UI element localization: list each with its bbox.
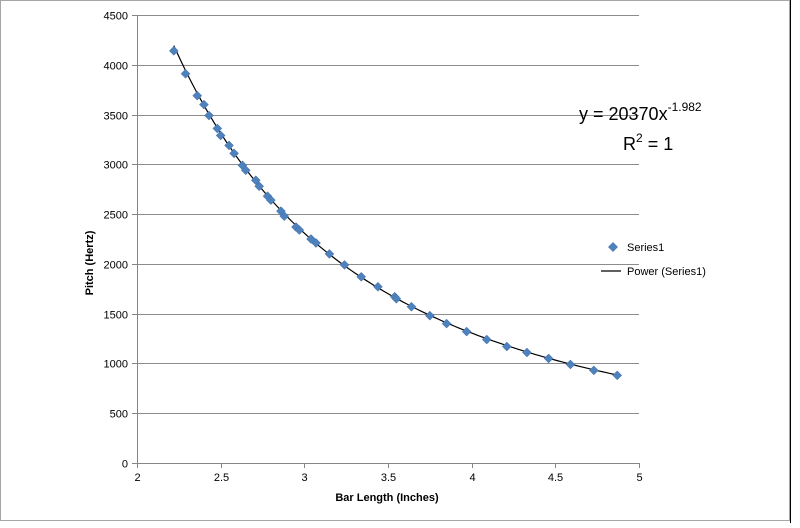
data-point-marker bbox=[294, 225, 305, 235]
x-tick-label: 2 bbox=[134, 472, 140, 484]
legend-trendline-label: Power (Series1) bbox=[627, 266, 706, 278]
data-point-marker bbox=[212, 123, 223, 134]
y-tick-label: 3500 bbox=[104, 111, 128, 123]
data-point-marker bbox=[406, 301, 417, 312]
legend-series1-marker bbox=[608, 242, 618, 252]
legend-series1-label: Series1 bbox=[627, 242, 664, 254]
data-point-marker bbox=[339, 260, 350, 270]
y-tick-label: 4500 bbox=[104, 11, 128, 23]
legend: Series1 Power (Series1) bbox=[601, 242, 706, 278]
x-tick-label: 3.5 bbox=[381, 472, 396, 484]
trendline-equation: y = 20370x-1.982 bbox=[579, 100, 702, 124]
data-point-marker bbox=[612, 370, 623, 381]
y-axis-title: Pitch (Hertz) bbox=[84, 230, 96, 295]
trendline-layer bbox=[173, 45, 618, 376]
y-tick-label: 0 bbox=[122, 459, 128, 471]
axes bbox=[132, 15, 640, 468]
data-point-marker bbox=[501, 341, 512, 352]
data-point-marker bbox=[373, 281, 383, 292]
power-trendline bbox=[173, 45, 618, 376]
y-tick-label: 1000 bbox=[104, 359, 128, 371]
data-point-marker bbox=[588, 365, 599, 376]
r-squared-superscript: 2 bbox=[636, 131, 643, 145]
x-axis-tick-labels: 2 2.5 3 3.5 4 4.5 5 bbox=[134, 472, 642, 484]
data-point-marker bbox=[240, 165, 251, 176]
data-point-marker bbox=[266, 195, 276, 206]
data-point-marker bbox=[522, 347, 532, 358]
data-point-marker bbox=[279, 211, 290, 221]
data-point-marker bbox=[461, 326, 472, 337]
x-tick-label: 3 bbox=[301, 472, 307, 484]
data-point-marker bbox=[391, 293, 402, 304]
data-point-marker bbox=[180, 68, 191, 79]
data-point-marker bbox=[215, 130, 226, 141]
data-point-marker bbox=[199, 99, 209, 110]
y-tick-label: 2000 bbox=[104, 260, 128, 272]
data-point-marker bbox=[306, 234, 316, 244]
data-point-marker bbox=[441, 318, 452, 329]
data-point-marker bbox=[356, 271, 367, 282]
data-point-marker bbox=[168, 45, 179, 56]
gridlines bbox=[137, 15, 639, 414]
y-tick-label: 500 bbox=[110, 409, 128, 421]
y-tick-label: 3000 bbox=[104, 160, 128, 172]
x-tick-label: 4 bbox=[469, 472, 475, 484]
x-axis-title: Bar Length (Inches) bbox=[335, 492, 439, 504]
chart-frame bbox=[0, 0, 790, 521]
data-point-marker bbox=[311, 238, 321, 248]
data-point-marker bbox=[204, 110, 214, 121]
x-tick-label: 5 bbox=[636, 472, 642, 484]
data-points bbox=[168, 45, 623, 381]
data-point-marker bbox=[224, 140, 234, 151]
x-tick-label: 2.5 bbox=[214, 472, 229, 484]
data-point-marker bbox=[424, 310, 435, 321]
y-tick-label: 2500 bbox=[104, 210, 128, 222]
data-point-marker bbox=[481, 334, 492, 345]
data-point-marker bbox=[565, 359, 576, 370]
data-point-marker bbox=[324, 249, 335, 259]
data-point-marker bbox=[254, 181, 265, 192]
equation-text: y = 20370x bbox=[579, 104, 668, 124]
equation-exponent: -1.982 bbox=[668, 100, 702, 114]
y-tick-label: 4000 bbox=[104, 61, 128, 73]
r-squared-prefix: R bbox=[623, 134, 636, 154]
data-point-marker bbox=[192, 90, 203, 101]
data-point-marker bbox=[229, 148, 239, 159]
r-squared-label: R2 = 1 bbox=[623, 131, 673, 154]
y-axis-tick-labels: 0 500 1000 1500 2000 2500 3000 3500 4000 4500 bbox=[104, 11, 128, 471]
data-point-marker bbox=[543, 353, 554, 364]
y-tick-label: 1500 bbox=[104, 310, 128, 322]
r-squared-value: = 1 bbox=[643, 134, 674, 154]
x-tick-label: 4.5 bbox=[548, 472, 563, 484]
